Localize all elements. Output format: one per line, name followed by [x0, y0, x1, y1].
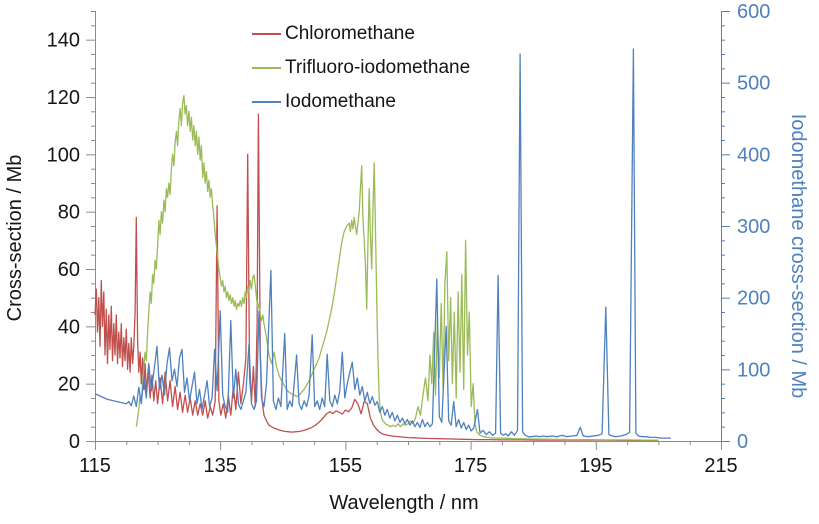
left-tick-label: 100 [47, 144, 80, 166]
right-tick-label: 200 [737, 288, 770, 310]
legend-label-trifluoro-iodomethane: Trifluoro-iodomethane [285, 56, 471, 78]
x-tick-label: 175 [454, 455, 487, 477]
right-tick-label: 500 [737, 73, 770, 95]
x-tick-label: 155 [329, 455, 362, 477]
legend-item-trifluoro-iodomethane: Trifluoro-iodomethane [252, 56, 470, 79]
legend: Chloromethane Trifluoro-iodomethane Iodo… [252, 22, 470, 113]
x-tick-label: 135 [204, 455, 237, 477]
right-tick-label: 300 [737, 216, 770, 238]
right-tick-label: 100 [737, 359, 770, 381]
right-tick-label: 0 [737, 431, 748, 453]
left-tick-label: 140 [47, 30, 80, 52]
series-layer [94, 48, 671, 442]
x-axis-title: Wavelength / nm [329, 492, 478, 514]
legend-line-swatch-chloromethane [252, 32, 281, 35]
left-tick-label: 80 [58, 202, 80, 224]
right-axis-title: Iodomethane cross-section / Mb [787, 114, 809, 399]
x-tick-label: 195 [579, 455, 612, 477]
left-tick-label: 40 [58, 316, 80, 338]
series-line-iodomethane [94, 48, 671, 439]
left-tick-label: 60 [58, 259, 80, 281]
legend-line-swatch-trifluoro-iodomethane [252, 66, 281, 69]
legend-item-iodomethane: Iodomethane [252, 90, 470, 113]
series-line-trifluoro-iodomethane [135, 94, 659, 441]
series-line-chloromethane [94, 113, 659, 442]
legend-label-chloromethane: Chloromethane [285, 22, 415, 44]
left-tick-label: 120 [47, 87, 80, 109]
left-tick-label: 20 [58, 374, 80, 396]
x-tick-label: 115 [79, 455, 111, 477]
right-tick-label: 600 [737, 1, 770, 23]
right-tick-label: 400 [737, 144, 770, 166]
legend-label-iodomethane: Iodomethane [285, 90, 396, 112]
left-axis-title: Cross-section / Mb [4, 155, 26, 322]
x-tick-label: 215 [704, 455, 737, 477]
legend-line-swatch-iodomethane [252, 100, 281, 103]
left-tick-label: 0 [69, 431, 80, 453]
axes-layer: 115 135 155 175 195 2150204060801001201400100… [47, 1, 771, 477]
legend-item-chloromethane: Chloromethane [252, 22, 470, 45]
